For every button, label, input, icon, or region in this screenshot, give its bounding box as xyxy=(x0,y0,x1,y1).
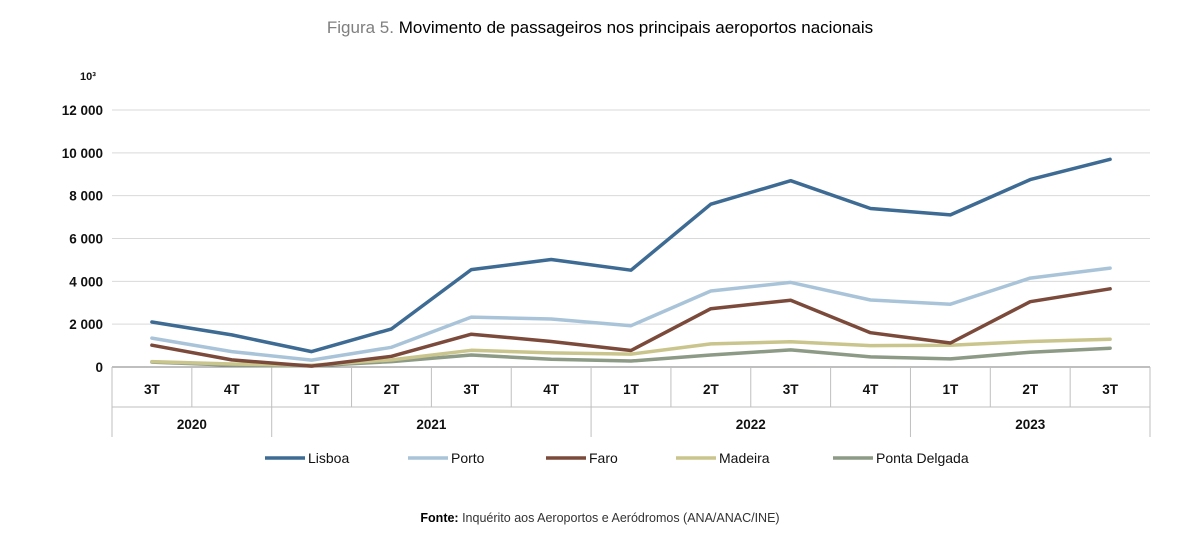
x-tick-label: 4T xyxy=(863,382,880,397)
legend-label: Faro xyxy=(589,450,618,466)
x-tick-label: 1T xyxy=(943,382,960,397)
x-tick-label: 1T xyxy=(623,382,640,397)
legend-label: Madeira xyxy=(719,450,770,466)
y-tick-label: 0 xyxy=(95,360,103,375)
figure-title: Movimento de passageiros nos principais … xyxy=(398,18,874,37)
x-tick-label: 3T xyxy=(1102,382,1119,397)
year-label: 2021 xyxy=(416,417,447,432)
series-line-faro xyxy=(150,287,1112,368)
chart-title: Figura 5. Movimento de passageiros nos p… xyxy=(0,18,1200,38)
x-tick-label: 3T xyxy=(783,382,800,397)
legend-label: Porto xyxy=(451,450,485,466)
x-tick-label: 3T xyxy=(463,382,480,397)
y-unit-label: 10³ xyxy=(80,71,96,83)
y-tick-label: 12 000 xyxy=(62,103,103,118)
x-tick-label: 2T xyxy=(384,382,401,397)
x-tick-label: 4T xyxy=(543,382,560,397)
source-note: Fonte: Inquérito aos Aeroportos e Aeródr… xyxy=(0,511,1200,525)
year-label: 2020 xyxy=(177,417,207,432)
year-label: 2023 xyxy=(1015,417,1046,432)
x-tick-label: 2T xyxy=(1022,382,1039,397)
y-tick-label: 6 000 xyxy=(69,232,103,247)
series-line-porto xyxy=(150,266,1112,362)
y-tick-label: 4 000 xyxy=(69,274,103,289)
y-tick-label: 8 000 xyxy=(69,189,103,204)
x-tick-label: 4T xyxy=(224,382,241,397)
line-chart: 10³ 0 2 000 4 000 6 000 8 000 10 000 12 000 3T 4T… xyxy=(62,71,1151,466)
source-label: Fonte: xyxy=(420,511,459,525)
figure-number: Figura 5. xyxy=(326,18,394,37)
legend-label: Ponta Delgada xyxy=(876,450,969,466)
x-tick-label: 1T xyxy=(304,382,321,397)
y-tick-label: 2 000 xyxy=(69,317,103,332)
year-label: 2022 xyxy=(736,417,766,432)
legend-label: Lisboa xyxy=(308,450,349,466)
series-line-lisboa xyxy=(150,157,1112,354)
y-tick-label: 10 000 xyxy=(62,146,103,161)
x-tick-label: 2T xyxy=(703,382,720,397)
x-tick-label: 3T xyxy=(144,382,161,397)
source-text: Inquérito aos Aeroportos e Aeródromos (A… xyxy=(462,511,780,525)
